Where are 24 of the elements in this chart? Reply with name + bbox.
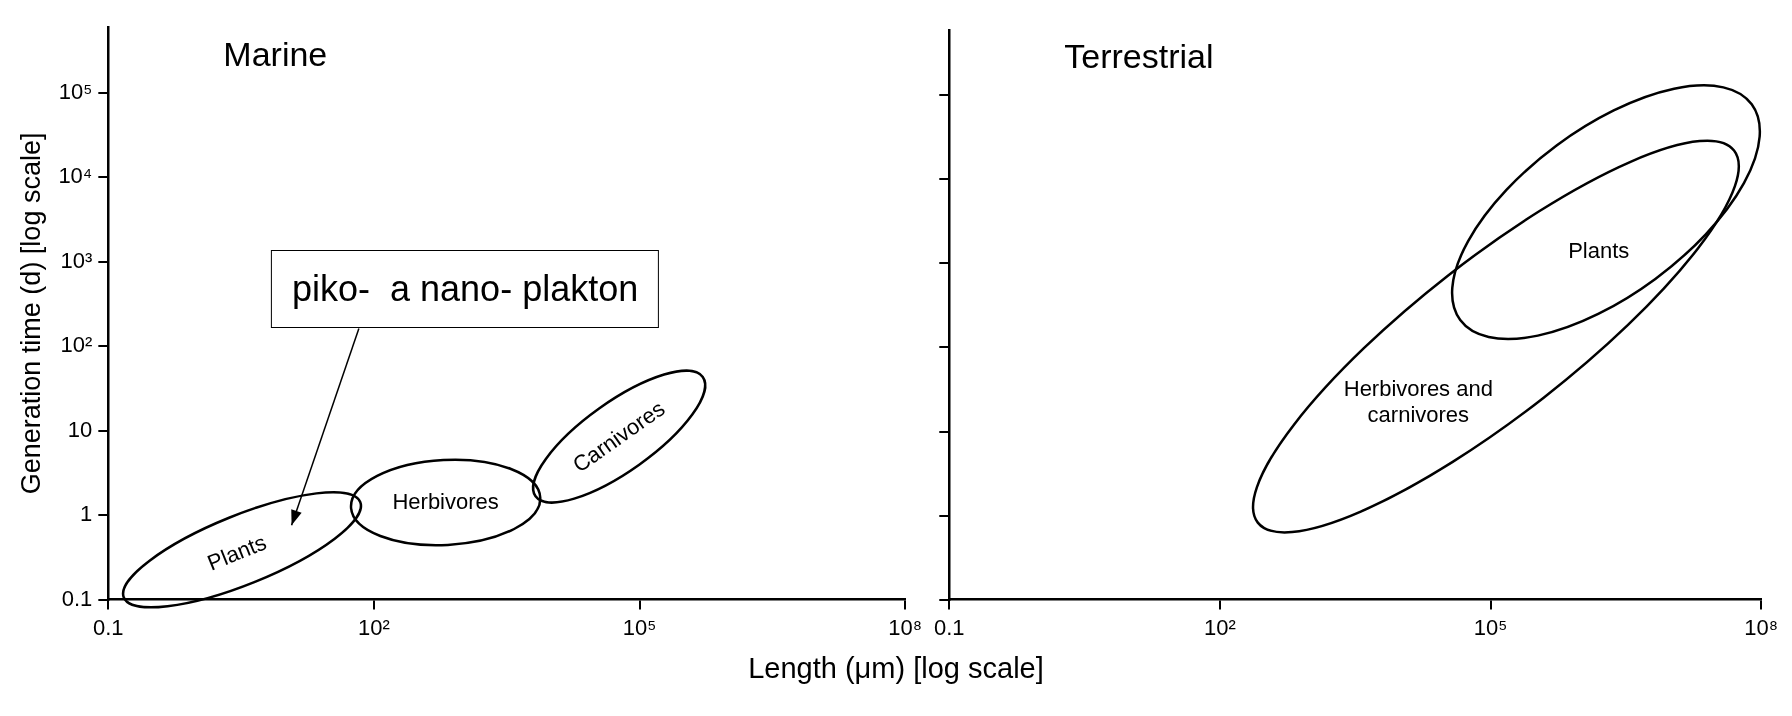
- y-tick-label: 10⁵: [58, 78, 93, 104]
- annotation: Herbivores: [391, 489, 500, 516]
- annotation: Herbivores and carnivores: [1342, 376, 1494, 429]
- y-tick-label: 10⁴: [58, 163, 93, 189]
- y-tick-label: 10³: [60, 247, 93, 273]
- y-tick-label: 10²: [60, 332, 93, 358]
- y-axis-title: Generation time (d) [log scale]: [15, 132, 46, 495]
- x-tick-label: 0.1: [933, 614, 965, 640]
- x-tick-label: 0.1: [93, 614, 124, 640]
- x-tick-label: 10⁸: [1744, 614, 1779, 640]
- chart-title: Marine: [223, 34, 328, 73]
- annotation: piko- a nano- plakton: [271, 249, 660, 328]
- x-tick-label: 10²: [358, 614, 390, 640]
- annotation: Plants: [1567, 237, 1631, 264]
- x-axis-title: Length (μm) [log scale]: [747, 652, 1045, 685]
- x-tick-label: 10²: [1204, 614, 1236, 640]
- x-tick-label: 10⁵: [622, 614, 657, 640]
- y-tick-label: 10: [67, 416, 93, 442]
- chart-title: Terrestrial: [1064, 37, 1214, 76]
- y-tick-label: 0.1: [61, 585, 93, 611]
- annotation: Plants: [202, 528, 271, 578]
- y-tick-label: 1: [80, 501, 93, 527]
- x-tick-label: 10⁵: [1473, 614, 1508, 640]
- x-tick-label: 10⁸: [888, 614, 923, 640]
